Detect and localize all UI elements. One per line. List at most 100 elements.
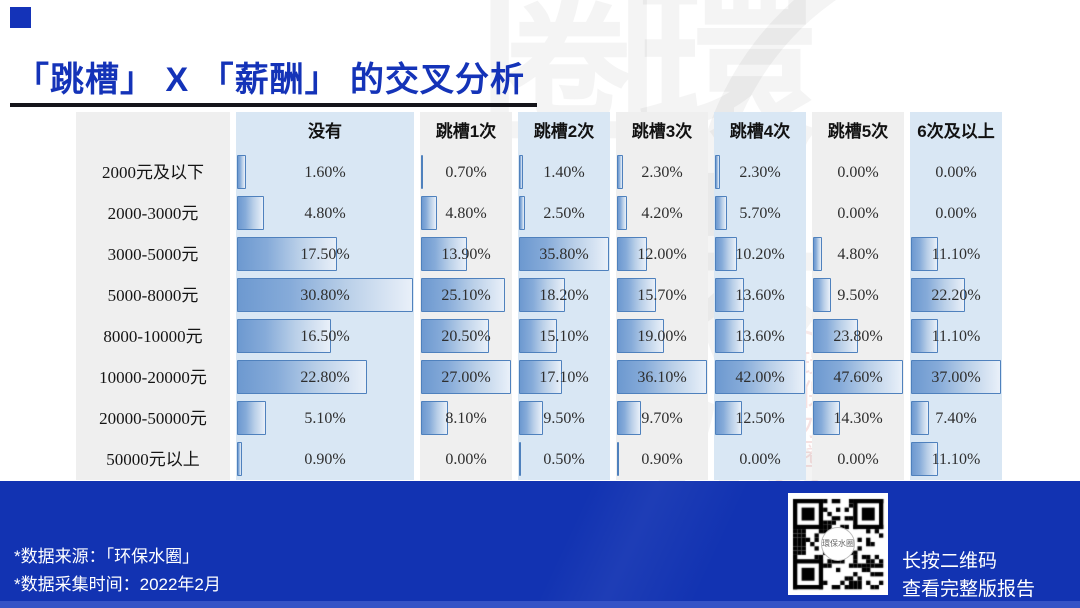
bar	[911, 442, 938, 476]
bar	[237, 237, 337, 271]
cell-value: 11.10%	[931, 328, 981, 345]
footer-streak	[0, 481, 1080, 608]
bar	[715, 196, 727, 230]
row-label: 20000-50000元	[99, 409, 207, 428]
column-header: 6次及以上	[917, 122, 995, 141]
bar	[421, 237, 467, 271]
row-label: 8000-10000元	[103, 327, 203, 346]
data-source-note: *数据来源：「环保水圈」	[14, 547, 200, 566]
bar	[715, 360, 805, 394]
column-header: 没有	[308, 122, 342, 141]
cell-value: 15.70%	[637, 287, 687, 304]
bar	[237, 155, 246, 189]
footer-bar	[0, 481, 1080, 608]
bar	[911, 237, 938, 271]
cell-value: 22.80%	[300, 369, 350, 386]
bar	[519, 442, 521, 476]
bar	[421, 360, 511, 394]
bar	[617, 155, 623, 189]
cell-value: 4.80%	[445, 205, 487, 222]
bar	[911, 401, 929, 435]
bar	[421, 155, 423, 189]
row-label: 2000元及以下	[102, 163, 204, 182]
qr-center-logo: 環保水圈	[821, 527, 855, 561]
bar	[421, 319, 489, 353]
cell-value: 4.80%	[304, 205, 346, 222]
cell-value: 7.40%	[935, 410, 977, 427]
row-label: 3000-5000元	[107, 245, 199, 264]
cell-value: 2.30%	[739, 164, 781, 181]
column-band	[76, 112, 230, 480]
row-label: 2000-3000元	[107, 204, 199, 223]
column-header: 跳槽1次	[435, 122, 497, 141]
cell-value: 17.50%	[300, 246, 350, 263]
cell-value: 27.00%	[441, 369, 491, 386]
bar	[715, 155, 720, 189]
qr-caption-line2: 查看完整版报告	[902, 579, 1036, 600]
row-label: 50000元以上	[106, 450, 200, 469]
bar	[715, 278, 744, 312]
qr-caption-line1: 长按二维码	[902, 551, 998, 572]
bar	[911, 319, 938, 353]
cell-value: 0.00%	[837, 164, 879, 181]
cell-value: 12.50%	[735, 410, 785, 427]
cell-value: 5.70%	[739, 205, 781, 222]
cell-value: 9.50%	[543, 410, 585, 427]
cell-value: 12.00%	[637, 246, 687, 263]
cell-value: 37.00%	[931, 369, 981, 386]
bar	[617, 442, 619, 476]
cell-value: 17.10%	[539, 369, 589, 386]
bar	[813, 237, 822, 271]
bar	[715, 319, 744, 353]
bar	[519, 196, 525, 230]
cell-value: 35.80%	[539, 246, 589, 263]
row-label: 5000-8000元	[107, 286, 199, 305]
bar	[911, 360, 1001, 394]
cell-value: 16.50%	[300, 328, 350, 345]
column-header: 跳槽3次	[631, 122, 693, 141]
bar	[617, 278, 656, 312]
data-time-note: *数据采集时间：2022年2月	[14, 575, 221, 594]
cell-value: 10.20%	[735, 246, 785, 263]
cell-value: 11.10%	[931, 246, 981, 263]
cell-value: 4.20%	[641, 205, 683, 222]
bar	[237, 360, 367, 394]
bar	[813, 278, 831, 312]
bar	[519, 319, 557, 353]
column-header: 跳槽2次	[533, 122, 595, 141]
bar	[911, 278, 965, 312]
bar	[237, 278, 413, 312]
bar	[617, 196, 627, 230]
cell-value: 0.00%	[445, 451, 487, 468]
cell-value: 13.90%	[441, 246, 491, 263]
cell-value: 5.10%	[304, 410, 346, 427]
bar	[421, 278, 505, 312]
cell-value: 25.10%	[441, 287, 491, 304]
cell-value: 11.10%	[931, 451, 981, 468]
column-header: 跳槽5次	[827, 122, 889, 141]
cell-value: 0.50%	[543, 451, 585, 468]
brand-square	[10, 7, 31, 28]
cell-value: 13.60%	[735, 287, 785, 304]
bar	[519, 278, 565, 312]
bar	[237, 319, 331, 353]
cell-value: 4.80%	[837, 246, 879, 263]
cell-value: 20.50%	[441, 328, 491, 345]
cell-value: 15.10%	[539, 328, 589, 345]
cell-value: 23.80%	[833, 328, 883, 345]
bar	[519, 155, 523, 189]
cell-value: 2.50%	[543, 205, 585, 222]
bar	[617, 401, 641, 435]
bar	[237, 442, 242, 476]
cell-value: 2.30%	[641, 164, 683, 181]
cell-value: 14.30%	[833, 410, 883, 427]
bar	[617, 360, 707, 394]
column-header: 跳槽4次	[729, 122, 791, 141]
cell-value: 8.10%	[445, 410, 487, 427]
cell-value: 42.00%	[735, 369, 785, 386]
bar	[813, 401, 840, 435]
bar	[237, 196, 264, 230]
cell-value: 0.00%	[837, 205, 879, 222]
bar	[813, 319, 858, 353]
